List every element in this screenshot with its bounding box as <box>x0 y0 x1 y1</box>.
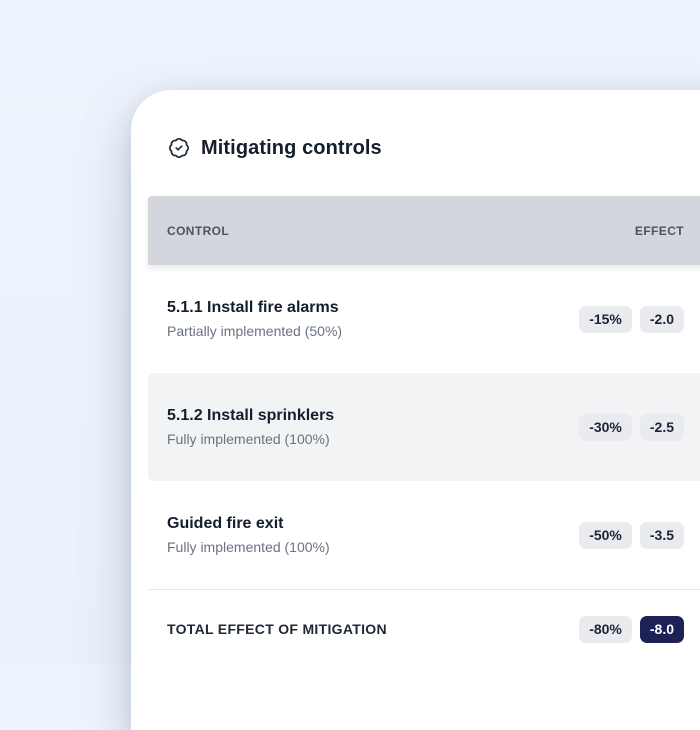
column-header-control: CONTROL <box>167 223 230 238</box>
total-effect-row: TOTAL EFFECT OF MITIGATION -80% -8.0 <box>148 589 700 668</box>
card-header: Mitigating controls <box>168 136 700 160</box>
effect-badges: -30% -2.5 <box>579 413 684 441</box>
control-name: 5.1.1 Install fire alarms <box>167 299 339 316</box>
mitigating-controls-card: Mitigating controls CONTROL EFFECT 5.1.1… <box>131 90 700 730</box>
effect-value-badge: -3.5 <box>639 521 684 549</box>
table-row-guided-fire-exit[interactable]: Guided fire exit Fully implemented (100%… <box>148 481 700 589</box>
control-info: 5.1.2 Install sprinklers Fully implement… <box>167 407 334 447</box>
effect-percent-badge: -50% <box>579 521 632 549</box>
table-row-fire-alarms[interactable]: 5.1.1 Install fire alarms Partially impl… <box>148 265 700 373</box>
column-header-effect: EFFECT <box>634 223 684 238</box>
total-effect-percent-badge: -80% <box>579 615 632 643</box>
effect-value-badge: -2.0 <box>639 305 684 333</box>
control-status: Fully implemented (100%) <box>167 431 330 447</box>
control-info: 5.1.1 Install fire alarms Partially impl… <box>167 299 342 339</box>
page-background: { "colors": { "page_background": "#ebf1f… <box>0 0 700 664</box>
effect-percent-badge: -15% <box>579 305 632 333</box>
page-title: Mitigating controls <box>201 136 382 159</box>
effect-badges: -15% -2.0 <box>579 305 684 333</box>
total-effect-label: TOTAL EFFECT OF MITIGATION <box>167 621 387 637</box>
effect-badges: -50% -3.5 <box>579 521 684 549</box>
badge-check-icon <box>168 137 190 159</box>
controls-table: CONTROL EFFECT 5.1.1 Install fire alarms… <box>148 196 700 668</box>
control-name: 5.1.2 Install sprinklers <box>167 407 335 424</box>
effect-percent-badge: -30% <box>579 413 632 441</box>
total-effect-value-badge: -8.0 <box>639 615 684 643</box>
table-header-row: CONTROL EFFECT <box>148 196 700 265</box>
control-status: Fully implemented (100%) <box>167 539 330 555</box>
control-name: Guided fire exit <box>167 515 284 532</box>
effect-value-badge: -2.5 <box>639 413 684 441</box>
total-effect-badges: -80% -8.0 <box>579 615 684 643</box>
control-info: Guided fire exit Fully implemented (100%… <box>167 515 330 555</box>
control-status: Partially implemented (50%) <box>167 323 343 339</box>
table-row-sprinklers[interactable]: 5.1.2 Install sprinklers Fully implement… <box>148 373 700 481</box>
